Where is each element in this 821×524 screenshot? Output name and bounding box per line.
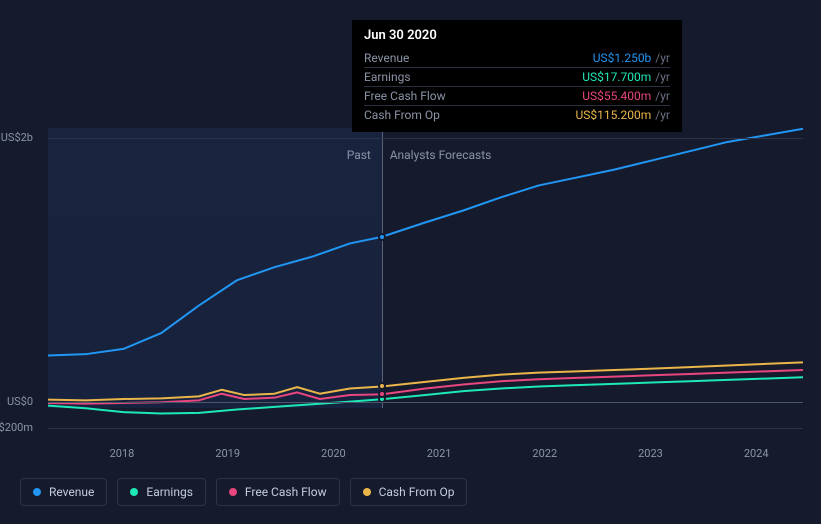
legend-item-cash-from-op[interactable]: Cash From Op [350, 478, 468, 506]
tooltip-metric-value: US$17.700m/yr [582, 70, 670, 84]
tooltip-metric-label: Cash From Op [364, 108, 440, 122]
legend-label: Earnings [146, 485, 193, 499]
legend-dot-icon [229, 488, 237, 496]
chart-tooltip: Jun 30 2020 Revenue US$1.250b/yr Earnings U… [352, 20, 682, 132]
gridline [48, 138, 803, 139]
legend-dot-icon [130, 488, 138, 496]
tooltip-metric-value: US$1.250b/yr [593, 51, 670, 65]
tooltip-row: Revenue US$1.250b/yr [364, 49, 670, 68]
chart-lines [48, 128, 803, 438]
financials-chart: Past Analysts Forecasts US$2bUS$0-US$200… [18, 128, 803, 438]
y-axis-label: US$2b [0, 131, 33, 144]
x-axis-label: 2020 [321, 447, 346, 460]
tooltip-row: Free Cash Flow US$55.400m/yr [364, 87, 670, 106]
gridline [48, 402, 803, 403]
series-marker [378, 390, 386, 398]
legend-label: Free Cash Flow [245, 485, 327, 499]
x-axis-label: 2021 [427, 447, 452, 460]
series-marker [378, 233, 386, 241]
series-line-revenue [48, 129, 803, 356]
tooltip-metric-label: Revenue [364, 51, 409, 65]
legend-label: Revenue [49, 485, 94, 499]
tooltip-metric-label: Free Cash Flow [364, 89, 446, 103]
legend-label: Cash From Op [379, 485, 455, 499]
y-axis-label: US$0 [0, 395, 33, 408]
chart-legend: Revenue Earnings Free Cash Flow Cash From O… [20, 478, 467, 506]
x-axis-label: 2023 [638, 447, 663, 460]
tooltip-metric-value: US$55.400m/yr [582, 89, 670, 103]
x-axis-label: 2024 [744, 447, 769, 460]
tooltip-row: Earnings US$17.700m/yr [364, 68, 670, 87]
tooltip-date: Jun 30 2020 [364, 28, 670, 43]
x-axis-label: 2019 [215, 447, 240, 460]
legend-dot-icon [33, 488, 41, 496]
x-axis-label: 2022 [532, 447, 557, 460]
y-axis-label: -US$200m [0, 421, 33, 434]
legend-dot-icon [363, 488, 371, 496]
tooltip-row: Cash From Op US$115.200m/yr [364, 106, 670, 124]
legend-item-earnings[interactable]: Earnings [117, 478, 206, 506]
legend-item-revenue[interactable]: Revenue [20, 478, 107, 506]
gridline [48, 428, 803, 429]
tooltip-metric-label: Earnings [364, 70, 411, 84]
x-axis-label: 2018 [110, 447, 135, 460]
legend-item-free-cash-flow[interactable]: Free Cash Flow [216, 478, 340, 506]
tooltip-metric-value: US$115.200m/yr [575, 108, 670, 122]
series-marker [378, 382, 386, 390]
